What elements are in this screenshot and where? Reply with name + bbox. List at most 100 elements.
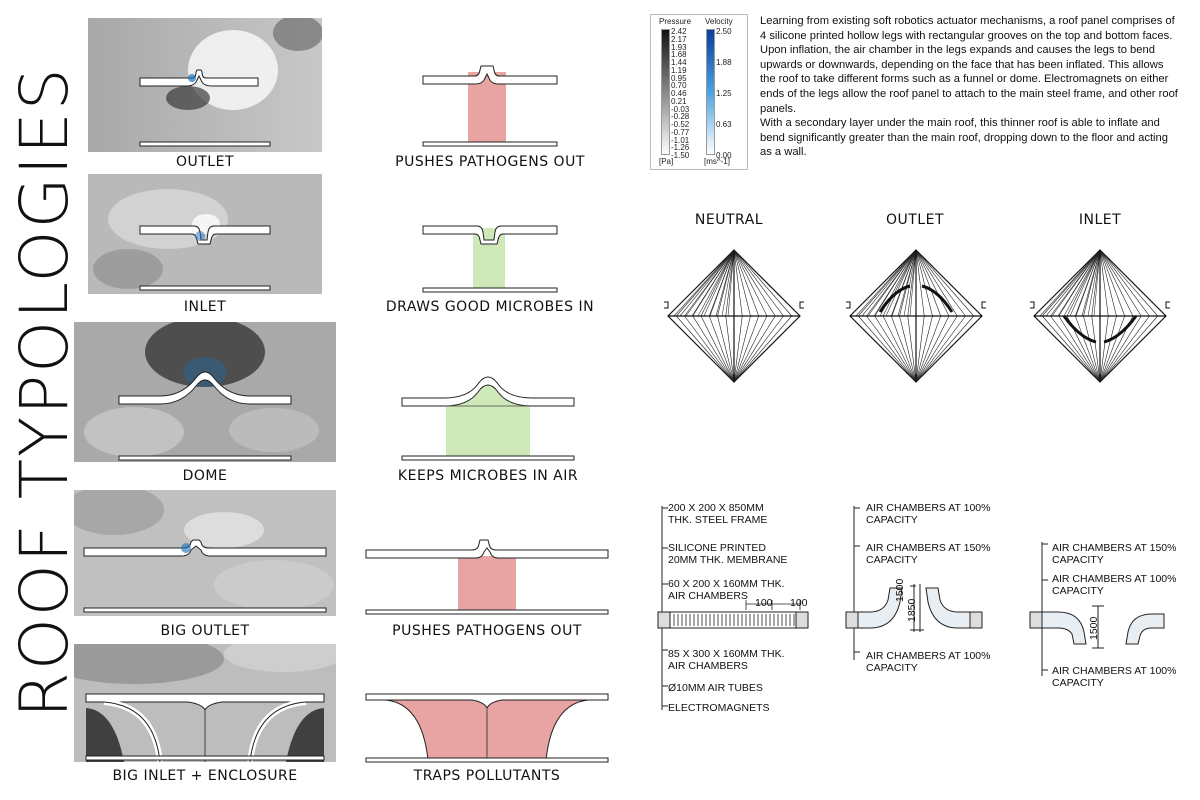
plan-diagram-inlet [1030,249,1170,383]
effect-diagram-outlet [422,65,558,147]
plan-rib [915,315,966,383]
plan-bracket [799,301,804,309]
plan-rib [849,315,917,383]
plan-rib [703,249,735,317]
plan-header-outlet: OUTLET [885,212,944,228]
plan-rib [1099,249,1134,317]
velocity-tick-list: 2.50 1.88 1.25 0.63 0.00 [716,27,744,160]
plan-rib [1099,249,1126,317]
pressure-unit: [Pa] [659,157,674,166]
pressure-tick-label: 0.21 [671,96,687,106]
plan-rib [1050,249,1101,317]
description-paragraph-1: Learning from existing soft robotics act… [760,15,1178,115]
neutral-annotation-membrane: SILICONE PRINTED 20MM THK. MEMBRANE [668,542,788,566]
neutral-dimension-100b: 100 [790,597,808,609]
plan-rib [667,249,735,317]
neutral-dimension-100a: 100 [755,597,773,609]
pressure-tick-label: 1.44 [671,58,687,67]
plan-rib [733,315,768,383]
plan-rib [1099,249,1117,317]
simulation-inlet [88,174,322,294]
plan-rib [1074,315,1101,383]
plan-rib [915,315,983,383]
neutral-annotation-air-chambers-60: 60 X 200 X 160MM THK. AIR CHAMBERS [668,578,785,602]
plan-rib [861,249,917,317]
plan-rib [882,315,917,383]
effect-diagram-big-outlet [365,539,609,615]
pressure-tick-label: -0.77 [671,127,690,137]
plan-rib [733,315,801,383]
velocity-tick-label: 0.63 [716,120,732,129]
plan-rib [907,315,917,383]
plan-rib [733,249,801,317]
pressure-tick-label: 0.70 [671,81,687,91]
effect-diagram-dome [401,376,575,461]
plan-rib [1033,315,1101,383]
plan-rib [1099,315,1109,383]
effect-diagram-big-inlet-enclosure [365,693,609,763]
plan-rib [692,315,735,383]
inlet-annotation-100: AIR CHAMBERS AT 100% CAPACITY [1052,573,1177,597]
pressure-tick-label: 0.46 [671,89,687,98]
inlet-dimension-1500: 1500 [1088,616,1100,640]
neutral-annotation-electromagnets: ELECTROMAGNETS [668,702,770,714]
plan-rib [1058,249,1101,317]
plan-rib [899,315,917,383]
inlet-annotation-bottom-100: AIR CHAMBERS AT 100% CAPACITY [1052,665,1177,689]
plan-rib [1033,249,1101,317]
velocity-tick-label: 1.25 [716,89,732,98]
plan-rib [733,315,784,383]
plan-rib [915,315,958,383]
plan-rib [667,315,735,383]
effect-label-inlet: DRAWS GOOD MICROBES IN [385,299,595,315]
effect-label-dome: KEEPS MICROBES IN AIR [397,468,579,484]
velocity-unit: [ms^-1] [704,157,730,166]
plan-rib [684,249,735,317]
pressure-tick-label: -0.28 [671,112,690,122]
section-neutral [657,506,809,710]
plan-rib [1058,315,1101,383]
pressure-tick-label: 0.95 [671,73,687,83]
plan-rib [874,315,917,383]
plan-rib [866,315,917,383]
plan-rib [1050,315,1101,383]
simulation-label-dome: DOME [182,468,228,484]
pressure-tick-label: -0.03 [671,104,690,114]
plan-inflated-leg [878,284,911,313]
plan-rib [1069,249,1101,317]
plan-rib [915,249,958,317]
plan-inflated-leg [921,284,954,313]
pressure-tick-list: 2.42 2.17 1.93 1.68 1.44 1.19 0.95 0.70 0.46 0.21… [671,27,701,160]
plan-rib [676,315,735,383]
plan-rib [1042,315,1101,383]
plan-rib [849,249,917,317]
plan-rib [915,249,933,317]
plan-rib [697,249,735,317]
plan-rib [866,249,917,317]
plan-rib [733,249,743,317]
plan-rib [1099,315,1126,383]
plan-rib [885,249,917,317]
plan-rib [700,249,735,317]
effect-diagram-inlet [422,225,558,293]
plan-rib [1099,249,1158,317]
simulation-label-inlet: INLET [183,299,227,315]
pressure-tick-label: -0.52 [671,120,690,129]
plan-bracket [664,301,669,309]
plan-rib [890,315,917,383]
velocity-tick-label: 0.00 [716,151,732,160]
plan-rib [1087,249,1101,317]
plan-rib [915,315,974,383]
plan-rib [717,315,735,383]
plan-rib [733,249,792,317]
plan-rib [915,249,942,317]
description: Learning from existing soft robotics act… [760,14,1180,160]
neutral-annotation-steel-frame: 200 X 200 X 850MM THK. STEEL FRAME [668,502,768,526]
simulation-label-big-inlet-enclosure: BIG INLET + ENCLOSURE [112,768,298,784]
plan-rib [700,315,735,383]
pressure-colorbar [661,29,670,155]
page-title: ROOF TYPOLOGIES [6,66,83,718]
outlet-annotation-bottom-100: AIR CHAMBERS AT 100% CAPACITY [866,650,991,674]
pressure-tick-label: -1.50 [671,151,690,160]
plan-rib [899,249,917,317]
